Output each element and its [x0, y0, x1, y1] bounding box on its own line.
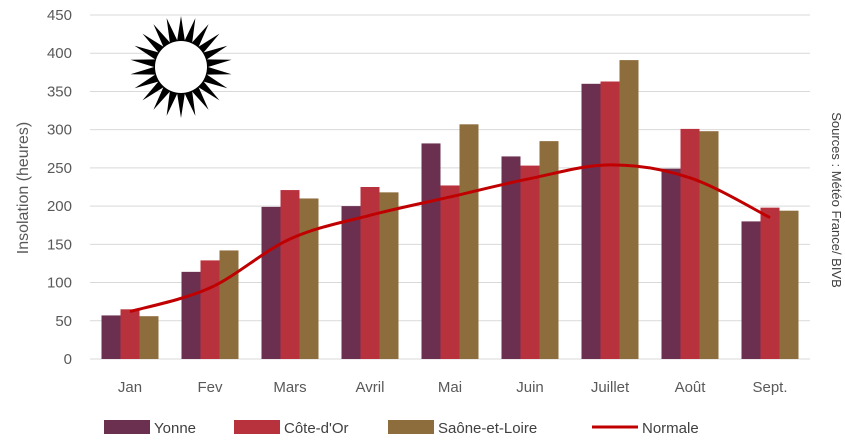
y-tick-label: 400	[47, 45, 72, 62]
x-tick-label: Mars	[273, 379, 306, 396]
y-tick-label: 300	[47, 122, 72, 139]
bar-sa-ne-et-loire	[300, 198, 319, 359]
y-tick-label: 50	[55, 313, 72, 330]
y-tick-label: 200	[47, 198, 72, 215]
bar-yonne	[422, 143, 441, 359]
x-tick-label: Août	[675, 379, 707, 396]
bar-c-te-d-or	[761, 208, 780, 359]
y-tick-label: 350	[47, 83, 72, 100]
bar-sa-ne-et-loire	[380, 192, 399, 359]
y-tick-label: 450	[47, 7, 72, 24]
bar-c-te-d-or	[441, 185, 460, 359]
bar-yonne	[262, 207, 281, 359]
x-tick-label: Juillet	[591, 379, 630, 396]
x-tick-label: Juin	[516, 379, 544, 396]
bar-sa-ne-et-loire	[700, 131, 719, 359]
x-axis-ticks: Jan Fev Mars Avril Mai Juin Juillet Août Sept.	[118, 379, 788, 396]
legend: Yonne Côte-d'Or Saône-et-Loire Normale	[104, 420, 699, 437]
bar-sa-ne-et-loire	[780, 211, 799, 359]
x-tick-label: Sept.	[752, 379, 787, 396]
sun-icon	[131, 16, 232, 118]
legend-label-c-te-d-or: Côte-d'Or	[284, 420, 349, 437]
y-tick-label: 250	[47, 160, 72, 177]
legend-swatch-sa-ne-et-loire	[388, 420, 434, 434]
legend-label-normale: Normale	[642, 420, 699, 437]
bar-yonne	[502, 156, 521, 359]
legend-label-sa-ne-et-loire: Saône-et-Loire	[438, 420, 537, 437]
bar-c-te-d-or	[201, 260, 220, 359]
bar-yonne	[662, 169, 681, 359]
x-tick-label: Fev	[197, 379, 223, 396]
legend-swatch-c-te-d-or	[234, 420, 280, 434]
x-tick-label: Jan	[118, 379, 142, 396]
x-tick-label: Avril	[356, 379, 385, 396]
y-axis-ticks: 0 50 100 150 200 250 300 350 400 450	[47, 7, 72, 368]
bar-yonne	[182, 272, 201, 359]
x-tick-label: Mai	[438, 379, 462, 396]
bar-c-te-d-or	[681, 129, 700, 359]
y-tick-label: 150	[47, 236, 72, 253]
bar-yonne	[102, 315, 121, 359]
bar-sa-ne-et-loire	[620, 60, 639, 359]
bar-sa-ne-et-loire	[460, 124, 479, 359]
bar-yonne	[582, 84, 601, 359]
y-tick-label: 100	[47, 275, 72, 292]
legend-label-yonne: Yonne	[154, 420, 196, 437]
bar-c-te-d-or	[601, 82, 620, 359]
bar-yonne	[742, 221, 761, 359]
legend-swatch-yonne	[104, 420, 150, 434]
y-tick-label: 0	[64, 351, 72, 368]
source-annotation: Sources : Météo France/ BIVB	[829, 112, 844, 288]
bar-c-te-d-or	[521, 166, 540, 359]
bar-sa-ne-et-loire	[140, 316, 159, 359]
bar-sa-ne-et-loire	[220, 250, 239, 359]
bar-c-te-d-or	[121, 309, 140, 359]
sun-disc	[155, 41, 207, 93]
bar-c-te-d-or	[281, 190, 300, 359]
bar-yonne	[342, 206, 361, 359]
y-axis-label: Insolation (heures)	[15, 122, 32, 255]
